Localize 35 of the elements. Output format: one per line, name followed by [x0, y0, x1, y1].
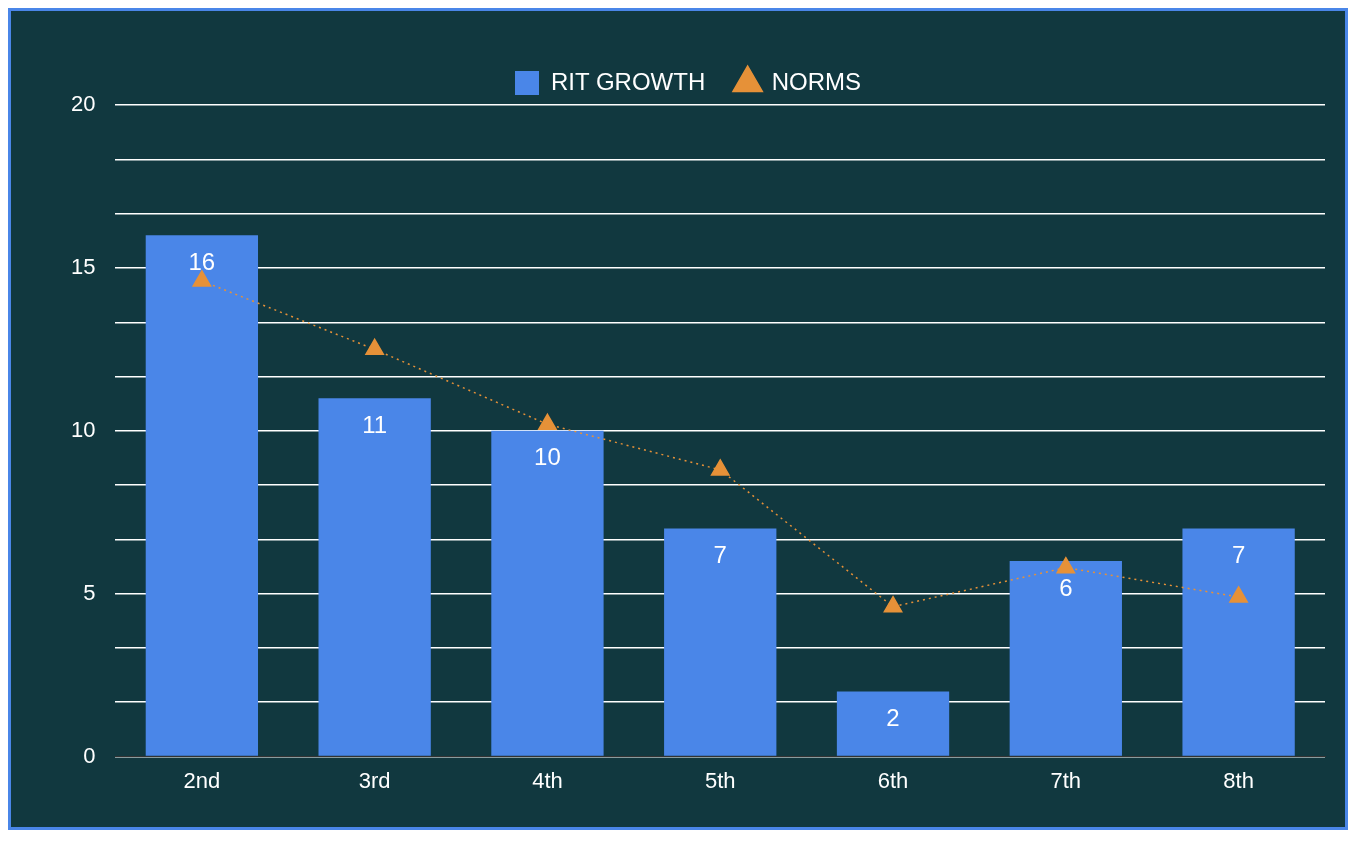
legend-label: RIT GROWTH — [551, 67, 706, 95]
data-label: 11 — [362, 410, 388, 438]
point — [538, 413, 557, 431]
point — [883, 595, 903, 613]
x-tick-label: 5th — [704, 767, 736, 793]
x-tick-label: 3rd — [358, 767, 391, 793]
bar — [664, 528, 777, 756]
bar — [1009, 561, 1122, 756]
bar — [491, 430, 604, 756]
bar — [1182, 528, 1295, 756]
point — [1056, 556, 1076, 574]
point — [365, 338, 385, 356]
y-tick-label: 20 — [70, 91, 96, 117]
data-label: 16 — [188, 247, 216, 275]
x-tick-label: 8th — [1223, 767, 1254, 793]
point — [710, 459, 730, 476]
y-tick-label: 15 — [70, 253, 96, 279]
data-label: 6 — [1059, 573, 1073, 601]
y-tick-label: 0 — [83, 742, 96, 768]
bar — [145, 235, 259, 756]
data-label: 7 — [713, 541, 727, 569]
x-tick-label: 4th — [532, 767, 563, 793]
bar — [318, 398, 431, 756]
y-tick-label: 5 — [83, 579, 96, 605]
legend-label: NORMS — [771, 67, 861, 95]
x-tick-label: 2nd — [183, 767, 221, 793]
point — [192, 270, 212, 287]
y-tick-label: 10 — [70, 416, 96, 442]
bar — [836, 691, 950, 756]
x-tick-label: 7th — [1050, 767, 1082, 793]
data-label: 2 — [886, 704, 900, 732]
point — [1229, 586, 1249, 603]
data-label: 10 — [534, 443, 561, 471]
x-tick-label: 6th — [877, 767, 909, 793]
data-label: 7 — [1231, 541, 1246, 569]
